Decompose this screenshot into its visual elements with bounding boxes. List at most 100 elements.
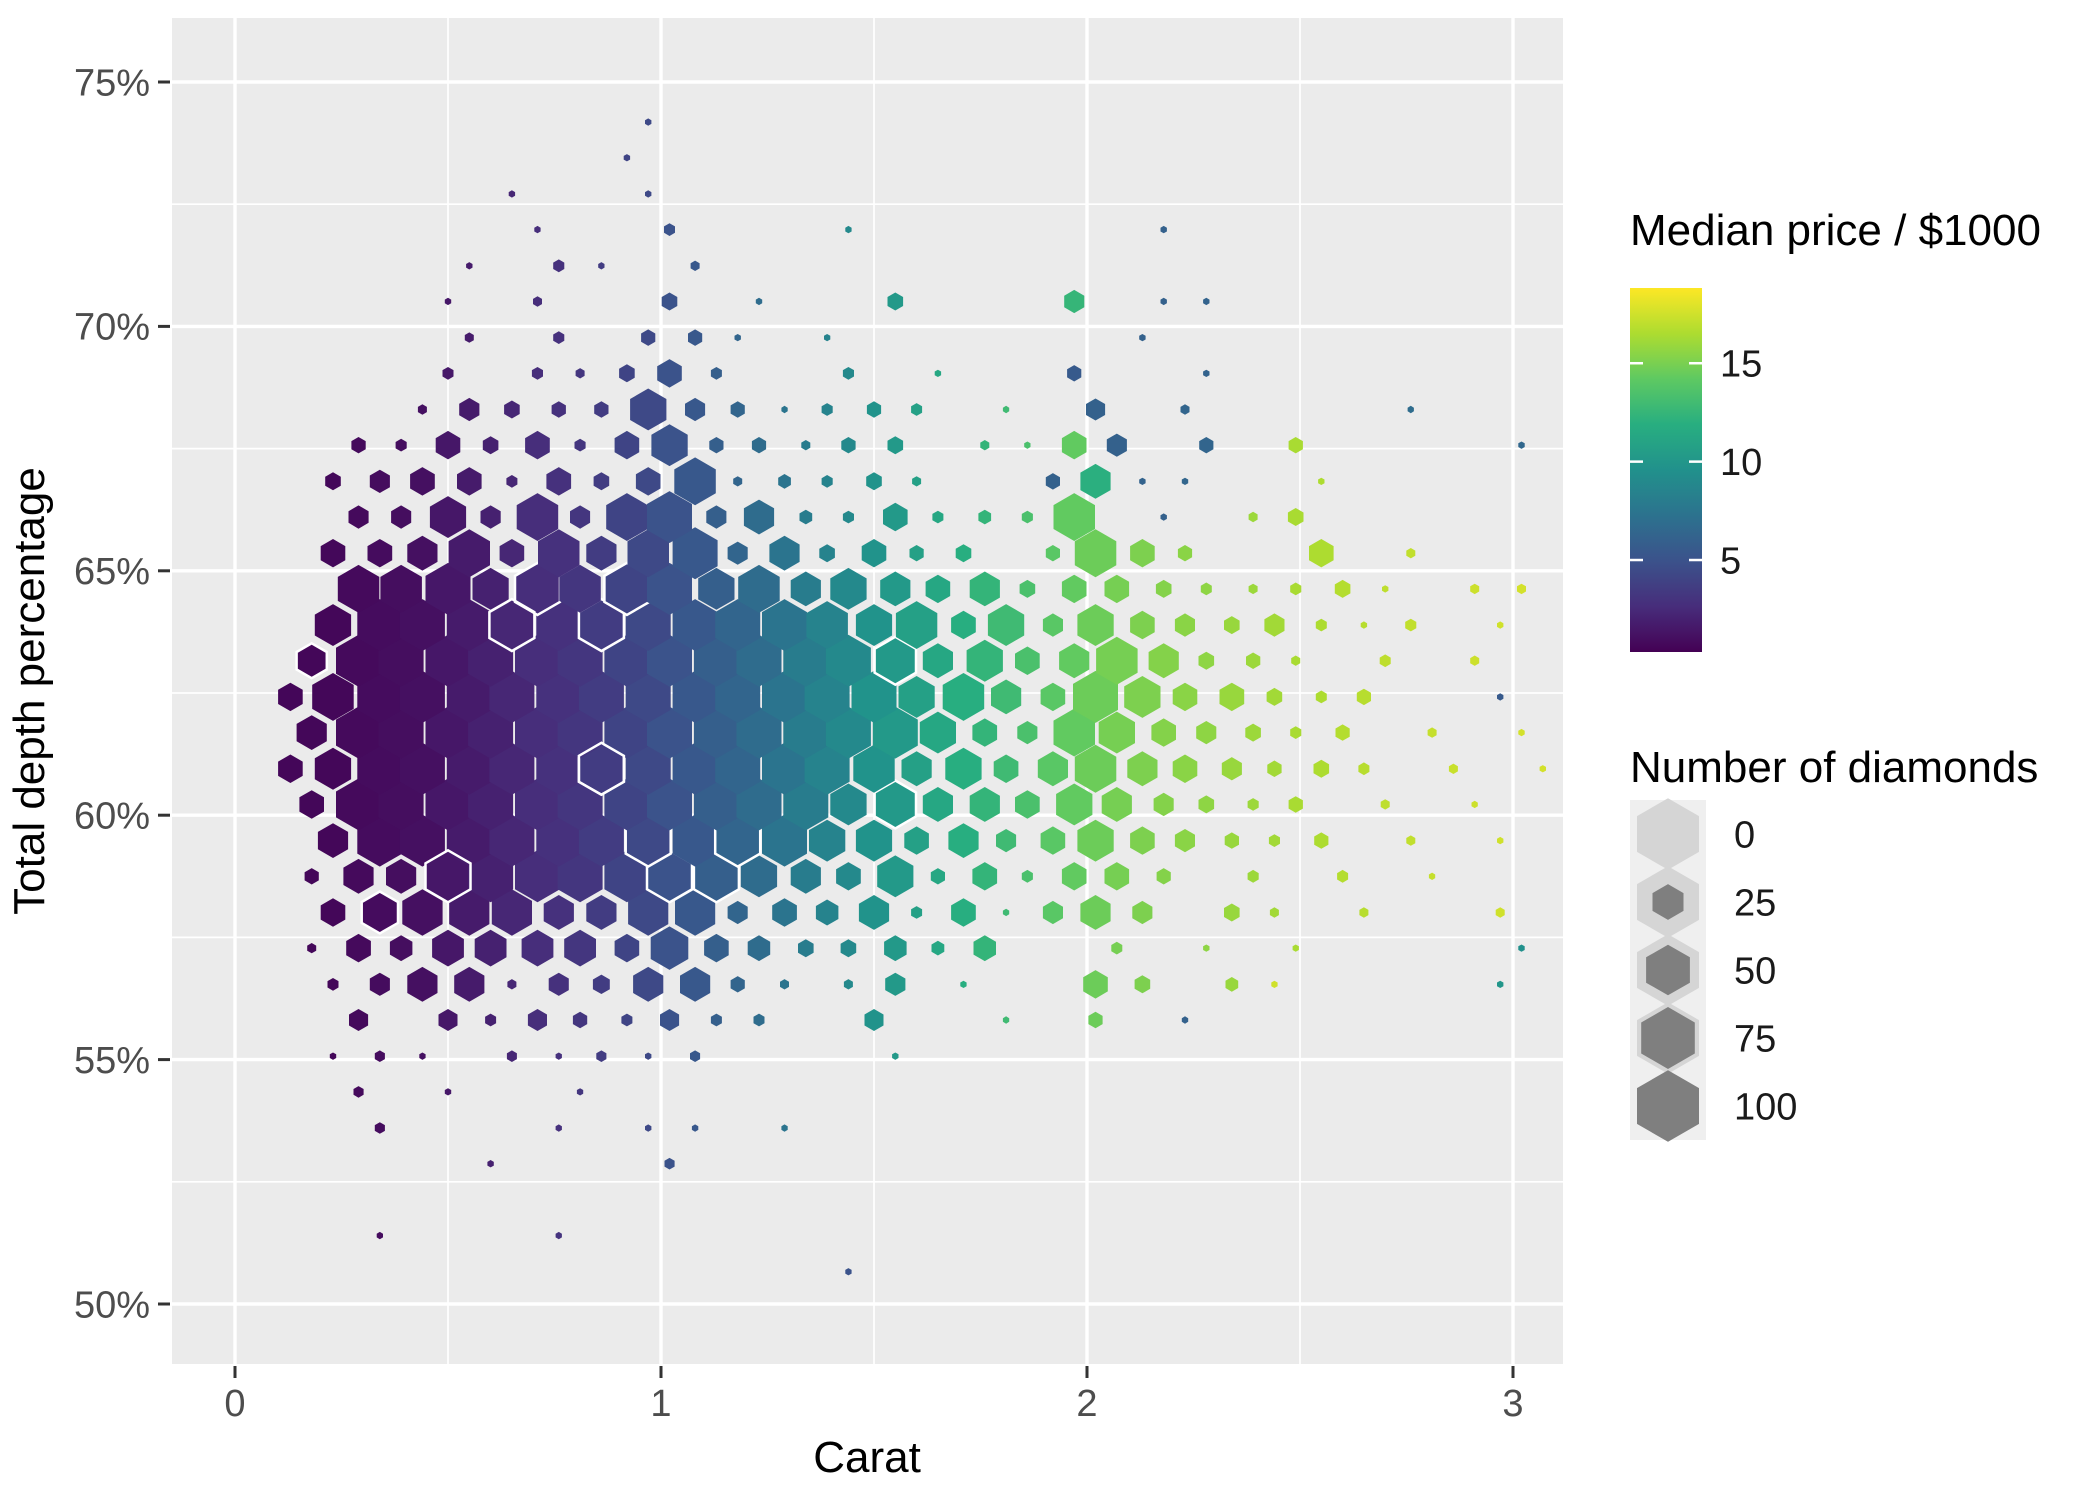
hex-bin [278,682,303,712]
hex-bin [1291,655,1301,666]
hex-bin [855,604,893,646]
hex-bin [1134,975,1151,994]
hex-bin [536,742,582,795]
hex-bin [299,790,324,819]
hex-bin [895,601,938,649]
hex-bin [425,634,471,687]
hex-bin [534,225,541,234]
hex-bin [555,1231,562,1240]
hex-bin [1288,796,1303,813]
hex-bin [1427,727,1437,738]
hex-bin [955,544,972,563]
hex-bin [402,889,443,936]
hex-bin [645,190,652,198]
y-tick-label: 60% [74,796,150,838]
hex-bin [1358,762,1370,776]
hex-bin [506,1050,517,1062]
hex-bin [515,778,560,831]
hex-bin [991,679,1022,715]
hex-bin [557,634,603,687]
hex-bin [533,296,542,307]
hex-bin [536,599,582,651]
hex-bin [736,634,782,687]
hex-bin [472,567,509,610]
hex-bin [824,334,831,342]
hex-bin [830,783,867,826]
hex-bin [783,778,829,831]
hex-bin [1021,869,1033,883]
hex-bin [1098,711,1135,754]
hex-bin [1203,369,1210,377]
hex-bin [468,778,514,831]
hex-bin [474,929,507,967]
hex-bin [578,814,624,867]
hex-bin [1248,583,1258,595]
hex-bin [922,643,953,679]
hex-bin [499,539,525,568]
hex-bin [349,1009,369,1031]
hex-bin [762,670,807,723]
hex-bin [978,509,992,525]
hex-bin [459,397,480,422]
hex-bin [317,823,349,858]
hex-bin [570,505,591,529]
hex-bin [873,779,918,830]
hex-bin [801,440,811,451]
hex-bin [521,929,554,967]
hex-bin [604,706,650,759]
hex-bin [314,747,352,790]
hex-bin [866,401,882,418]
hex-bin [557,778,603,831]
hex-bin [790,858,821,894]
hex-bin [1313,759,1330,778]
hex-bin [736,706,782,759]
hex-bin [1015,646,1040,675]
hex-bin [357,814,403,867]
hex-bin [1448,763,1458,774]
hex-bin [780,979,789,990]
color-legend-tick-label: 15 [1720,344,1762,386]
hex-bin [1470,583,1480,595]
hex-bin [762,742,807,795]
hex-bin [454,966,485,1002]
hex-bin [628,889,669,936]
hex-bin [1264,613,1285,637]
hex-bin [1056,783,1093,826]
hex-bin [1360,621,1368,629]
hex-bin [559,564,601,613]
hex-bin [1266,687,1283,706]
hex-bin [845,1268,852,1276]
hex-bin [336,634,381,687]
hex-bin [693,706,739,759]
hex-bin [1247,869,1259,883]
hex-bin [572,1011,588,1029]
hex-bin [930,868,945,885]
x-axis-title: Carat [813,1433,921,1482]
hex-bin [877,855,914,898]
hex-bin [1040,682,1066,712]
hex-bin [574,438,586,452]
hex-bin [747,935,771,962]
hex-bin [674,457,716,506]
hex-bin [781,405,788,414]
hex-bin [1315,618,1327,632]
hex-bin [480,505,501,529]
hex-bin [715,670,761,723]
hex-bin [604,778,650,831]
hex-bin [651,424,688,467]
hex-bin [576,1088,584,1096]
hex-bin [645,1052,652,1060]
hex-bin [1045,545,1060,562]
hex-bin [1181,477,1189,485]
hex-bin [980,440,990,451]
hex-bin [1497,693,1504,701]
hex-bin [386,858,417,894]
hex-bin [389,935,413,962]
size-legend-label: 75 [1734,1018,1776,1060]
hex-bin [489,742,535,795]
hex-bin [623,154,631,162]
hex-bin [442,367,454,380]
hex-bin [1174,829,1195,853]
hex-bin [1083,970,1108,999]
